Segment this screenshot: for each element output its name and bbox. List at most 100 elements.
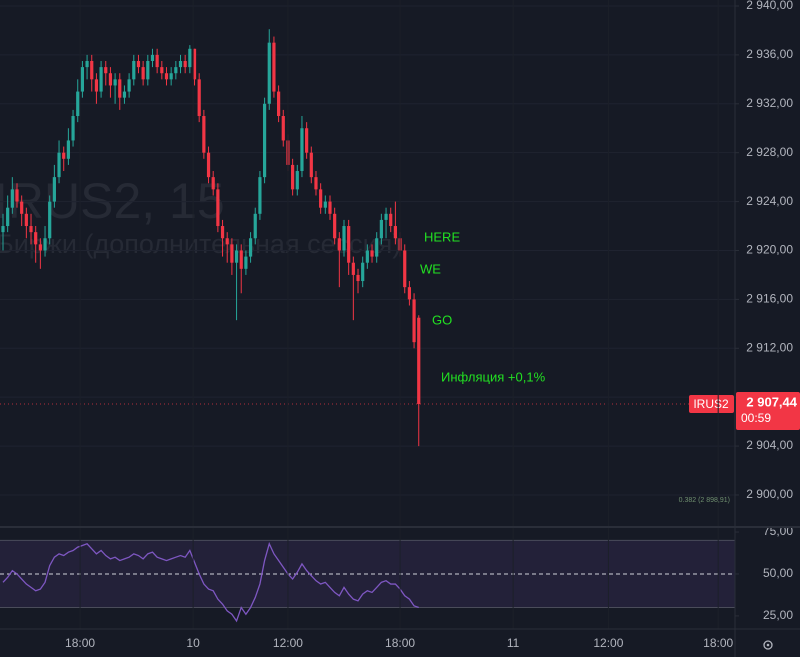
y-tick-label: 50,00 [763, 566, 793, 580]
candle-body [146, 61, 150, 80]
candle-body [323, 201, 327, 208]
x-tick-label: 18:00 [65, 636, 95, 650]
candle-body [202, 116, 206, 153]
candle-body [230, 244, 234, 263]
candle-body [216, 189, 220, 227]
candle-body [370, 250, 374, 257]
candle-body [94, 79, 99, 92]
candle-body [183, 61, 187, 68]
x-tick-label: 10 [186, 636, 200, 650]
candle-body [132, 61, 136, 80]
candle-body [141, 67, 145, 80]
candle-body [347, 226, 351, 263]
candle-body [155, 54, 159, 68]
candle-body [403, 250, 407, 288]
y-tick-label: 2 932,00 [746, 96, 793, 110]
candle-body [192, 48, 197, 80]
candle-body [71, 116, 75, 141]
settings-gear[interactable] [763, 640, 773, 650]
candle-body [62, 152, 66, 159]
candle-body [267, 42, 271, 104]
last-price-label: 2 907,44 [746, 394, 797, 409]
candle-body [108, 73, 113, 86]
candle-body [136, 61, 141, 68]
y-tick-label: 2 936,00 [746, 47, 793, 61]
candle-body [272, 42, 276, 92]
candle-body [253, 213, 257, 239]
candle-body [57, 152, 61, 178]
annotation: WE [420, 261, 441, 276]
candle-body [295, 171, 299, 190]
candle-body [351, 262, 355, 275]
candle-body [85, 61, 89, 68]
candle-body [164, 73, 169, 80]
candle-body [206, 152, 211, 178]
candle-body [66, 140, 70, 159]
price-badge [736, 392, 800, 431]
candle-body [365, 250, 369, 263]
y-tick-label: 2 912,00 [746, 340, 793, 354]
countdown: 00:59 [741, 411, 771, 425]
candle-body [384, 213, 388, 220]
symbol-badge [689, 395, 734, 414]
candle-body [281, 116, 285, 141]
candle-body [160, 67, 164, 74]
candle-body [6, 207, 10, 227]
candle-body [314, 177, 318, 190]
candle-body [220, 226, 225, 239]
candle-body [305, 128, 309, 153]
candle-body [80, 67, 85, 92]
candle-body [248, 238, 253, 257]
annotation: GO [432, 312, 452, 327]
y-tick-label: 2 900,00 [746, 487, 793, 501]
candle-body [99, 67, 103, 92]
y-tick-label: 2 940,00 [746, 0, 793, 12]
settings-gear-center[interactable] [766, 643, 770, 647]
candle-body [356, 274, 360, 282]
candle-body [407, 287, 412, 300]
candle-body [76, 91, 80, 117]
candle-body [211, 177, 215, 190]
candle-body [417, 317, 421, 405]
candle-body [337, 238, 341, 251]
candle-body [412, 299, 416, 343]
candle-body [24, 213, 28, 227]
y-tick-label: 2 916,00 [746, 292, 793, 306]
fib-label: 0.382 (2 898,91) [679, 497, 730, 504]
candle-body [319, 189, 323, 208]
candle-body [48, 201, 52, 239]
candle-body [291, 164, 295, 190]
candle-body [1, 226, 5, 233]
candle-body [225, 238, 229, 245]
x-tick-label: 12:00 [593, 636, 623, 650]
candle-body [29, 226, 33, 233]
candle-body [375, 238, 379, 257]
candle-body [239, 250, 243, 269]
annotation: Инфляция +0,1% [441, 369, 546, 384]
candle-body [104, 67, 108, 74]
settings-icon[interactable] [763, 640, 773, 650]
candle-body [361, 262, 365, 282]
candle-body [113, 79, 117, 86]
candle-body [20, 201, 24, 214]
y-tick-label: 2 904,00 [746, 438, 793, 452]
x-tick-label: 12:00 [273, 636, 303, 650]
y-tick-label: 2 924,00 [746, 194, 793, 208]
candle-body [258, 177, 262, 214]
candle-body [169, 73, 173, 80]
candle-body [38, 244, 42, 251]
candle-body [389, 213, 393, 227]
rsi-line [2, 541, 419, 623]
candle-body [43, 238, 47, 251]
candle-body [393, 226, 397, 239]
candle-body [379, 219, 383, 239]
y-tick-label: 25,00 [763, 608, 793, 622]
candle-body [127, 79, 131, 92]
candle-body [174, 67, 178, 74]
x-tick-label: 11 [507, 636, 520, 650]
candle-body [90, 61, 94, 80]
candle-body [178, 61, 183, 68]
candle-body [118, 79, 122, 98]
